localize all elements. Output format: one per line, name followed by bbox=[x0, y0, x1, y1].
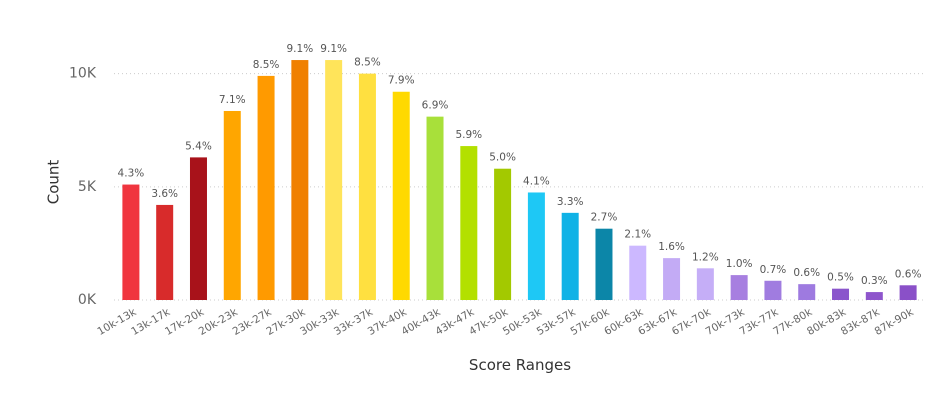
data-label: 2.7% bbox=[591, 212, 618, 224]
data-label: 8.5% bbox=[354, 57, 381, 69]
data-label: 1.0% bbox=[726, 258, 753, 270]
bar bbox=[663, 258, 681, 300]
data-label: 0.6% bbox=[895, 268, 922, 280]
data-label: 5.4% bbox=[185, 140, 212, 152]
y-tick-label: 0K bbox=[78, 292, 97, 308]
bar bbox=[629, 245, 647, 300]
data-label: 6.9% bbox=[422, 100, 449, 112]
data-label: 4.1% bbox=[523, 175, 550, 187]
data-label: 5.0% bbox=[489, 152, 516, 164]
y-tick-label: 5K bbox=[78, 179, 97, 195]
bar bbox=[798, 284, 816, 300]
data-label: 0.3% bbox=[861, 275, 888, 287]
bar bbox=[426, 116, 444, 301]
bar bbox=[156, 204, 174, 300]
data-label: 9.1% bbox=[320, 43, 347, 55]
bar bbox=[291, 60, 309, 300]
data-label: 7.9% bbox=[388, 75, 415, 87]
data-label: 7.1% bbox=[219, 94, 246, 106]
bar bbox=[832, 288, 850, 300]
data-label: 5.9% bbox=[455, 129, 482, 141]
bar bbox=[358, 73, 376, 301]
x-tick-label: 87k-90k bbox=[873, 306, 917, 338]
data-label: 4.3% bbox=[118, 168, 145, 180]
bar bbox=[696, 268, 714, 300]
data-label: 9.1% bbox=[287, 43, 314, 55]
data-label: 2.1% bbox=[624, 229, 651, 241]
data-label: 0.5% bbox=[827, 272, 854, 284]
bar bbox=[223, 110, 241, 301]
y-axis-title: Count bbox=[45, 160, 63, 205]
y-tick-label: 10K bbox=[69, 66, 97, 82]
bar bbox=[325, 60, 343, 300]
bar bbox=[189, 157, 207, 300]
bar bbox=[122, 184, 140, 300]
data-label: 1.2% bbox=[692, 251, 719, 263]
bar bbox=[865, 292, 883, 300]
data-label: 8.5% bbox=[253, 59, 280, 71]
bar bbox=[764, 280, 782, 300]
data-label: 3.3% bbox=[557, 196, 584, 208]
bar bbox=[527, 192, 545, 300]
data-label: 1.6% bbox=[658, 241, 685, 253]
bar bbox=[494, 168, 512, 300]
data-label: 0.7% bbox=[760, 264, 787, 276]
bar bbox=[392, 91, 410, 300]
data-label: 0.6% bbox=[793, 267, 820, 279]
bar bbox=[460, 146, 478, 300]
bar bbox=[730, 275, 748, 300]
bar bbox=[899, 285, 917, 300]
bar bbox=[561, 212, 579, 300]
data-label: 3.6% bbox=[151, 188, 178, 200]
bar bbox=[257, 75, 275, 301]
x-axis-title: Score Ranges bbox=[469, 356, 571, 374]
bar bbox=[595, 228, 613, 300]
